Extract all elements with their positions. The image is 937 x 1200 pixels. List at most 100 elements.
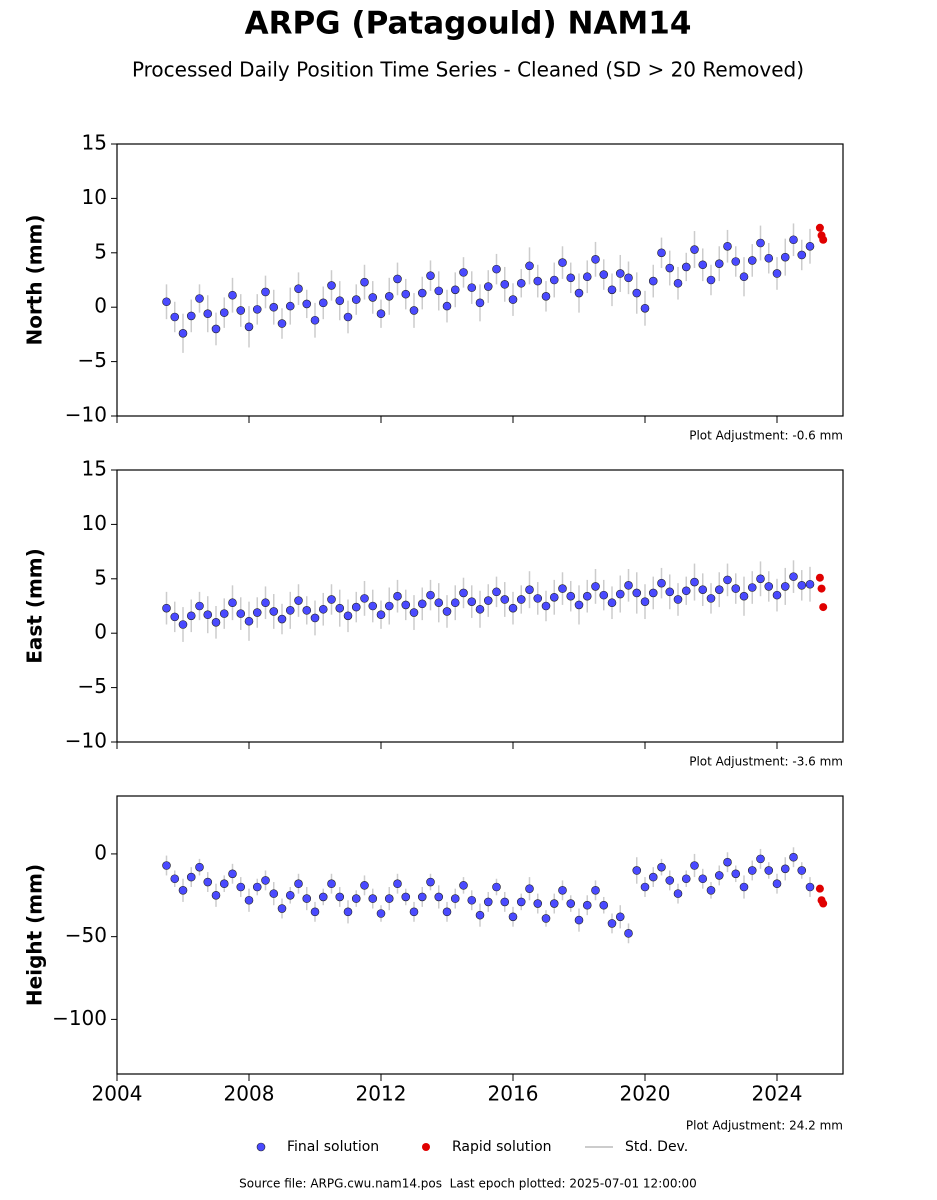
final-point [269, 607, 279, 616]
final-point [269, 889, 279, 898]
x-tick-label: 2004 [92, 1082, 143, 1106]
final-point [360, 594, 369, 603]
final-point [657, 862, 666, 872]
final-point [162, 297, 171, 307]
final-point [195, 601, 204, 611]
final-point [764, 253, 774, 263]
final-point [252, 882, 262, 892]
final-point [698, 874, 708, 884]
y-axis-label: Height (mm) [23, 864, 47, 1006]
final-point [657, 248, 666, 258]
final-point [360, 881, 369, 890]
final-point [434, 598, 444, 608]
final-point [244, 322, 254, 332]
legend-marker [256, 1142, 266, 1152]
final-point [599, 900, 609, 910]
final-point [632, 288, 642, 298]
final-point [673, 889, 683, 898]
final-point [401, 289, 411, 299]
final-point [764, 582, 774, 591]
final-point [186, 311, 196, 321]
final-point [665, 876, 675, 885]
final-point [574, 600, 584, 610]
final-point [591, 255, 600, 264]
plot-adjustment: Plot Adjustment: -0.6 mm [689, 429, 843, 443]
final-point [525, 585, 534, 594]
y-tick-label: −5 [78, 348, 107, 372]
final-point [574, 915, 584, 925]
final-point [459, 268, 468, 277]
y-tick-label: 0 [94, 620, 107, 644]
plot-adjustment: Plot Adjustment: 24.2 mm [686, 1119, 843, 1133]
final-point [426, 877, 435, 887]
final-point [318, 298, 328, 308]
final-point [549, 899, 559, 908]
final-point [475, 910, 485, 920]
final-point [756, 574, 765, 584]
final-point [756, 238, 765, 248]
final-point [360, 277, 369, 287]
final-point [739, 591, 749, 601]
final-point [285, 606, 295, 615]
final-point [178, 329, 188, 338]
final-point [294, 879, 303, 889]
final-point [780, 864, 790, 874]
rapid-point [815, 223, 824, 232]
final-point [368, 293, 378, 302]
final-point [401, 600, 411, 610]
final-point [442, 301, 452, 311]
final-point [541, 292, 551, 301]
rapid-point [819, 899, 828, 908]
final-point [632, 866, 642, 875]
final-point [582, 591, 592, 601]
y-tick-label: −10 [65, 729, 107, 753]
final-point [640, 597, 650, 606]
final-point [483, 282, 493, 291]
source-note: Source file: ARPG.cwu.nam14.pos Last epo… [239, 1177, 697, 1191]
chart-subtitle: Processed Daily Position Time Series - C… [132, 58, 804, 82]
final-point [211, 890, 221, 900]
rapid-point [817, 584, 826, 593]
final-point [285, 890, 295, 900]
final-point [467, 895, 477, 905]
final-point [228, 598, 237, 608]
legend-label: Final solution [287, 1139, 379, 1155]
final-point [261, 287, 270, 297]
final-point [228, 869, 237, 879]
final-point [335, 603, 345, 613]
final-point [541, 914, 551, 923]
final-point [789, 235, 798, 245]
final-point [426, 590, 435, 600]
final-point [772, 879, 782, 889]
final-point [393, 274, 402, 284]
final-point [327, 879, 336, 889]
final-point [475, 298, 485, 308]
final-point [615, 589, 625, 599]
final-point [228, 290, 237, 300]
final-point [640, 303, 650, 313]
final-point [706, 594, 716, 603]
final-point [516, 278, 526, 288]
final-point [492, 264, 501, 274]
final-point [417, 892, 427, 902]
final-point [459, 881, 468, 890]
legend-label: Std. Dev. [625, 1139, 688, 1155]
final-point [211, 324, 221, 334]
rapid-point [815, 884, 824, 893]
final-point [376, 309, 386, 319]
final-point [219, 879, 229, 889]
y-tick-label: 5 [94, 565, 107, 589]
final-point [261, 876, 270, 885]
final-point [483, 596, 493, 605]
final-point [302, 299, 312, 309]
final-point [450, 598, 460, 608]
final-point [186, 611, 196, 621]
final-point [764, 866, 774, 875]
final-point [624, 273, 633, 283]
final-point [162, 603, 171, 613]
final-point [327, 595, 336, 604]
y-tick-label: 0 [94, 840, 107, 864]
final-point [541, 601, 551, 611]
x-tick-label: 2012 [356, 1082, 407, 1106]
